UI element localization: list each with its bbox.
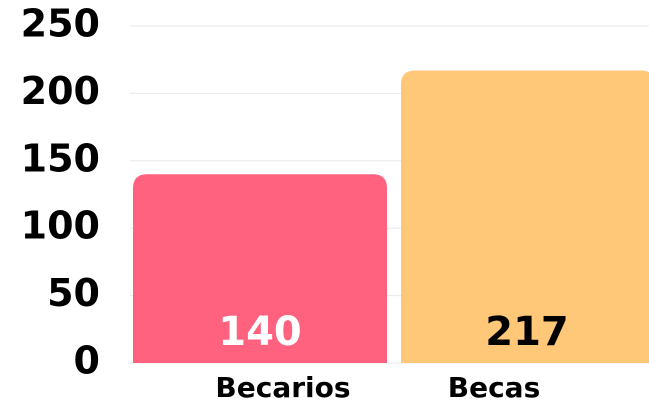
value-label: 140 [218,309,302,355]
value-label: 217 [485,309,569,355]
x-tick-label: Becas [448,371,541,404]
bar [401,70,649,363]
y-tick-label: 200 [21,69,100,113]
x-tick-label: Becarios [215,371,350,404]
y-tick-label: 250 [21,2,100,46]
bar [133,174,387,363]
y-tick-label: 150 [21,136,100,180]
y-tick-label: 50 [47,271,100,315]
y-tick-label: 0 [74,339,100,383]
y-tick-label: 100 [21,204,100,248]
